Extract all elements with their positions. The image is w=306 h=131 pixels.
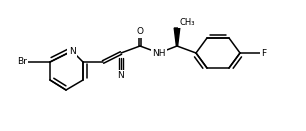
Text: NH: NH — [152, 48, 166, 58]
Text: CH₃: CH₃ — [179, 18, 195, 27]
Text: Br: Br — [17, 58, 27, 67]
Text: N: N — [69, 47, 75, 56]
Polygon shape — [174, 28, 180, 46]
Text: F: F — [261, 48, 266, 58]
Text: N: N — [118, 72, 124, 81]
Text: O: O — [136, 28, 144, 37]
